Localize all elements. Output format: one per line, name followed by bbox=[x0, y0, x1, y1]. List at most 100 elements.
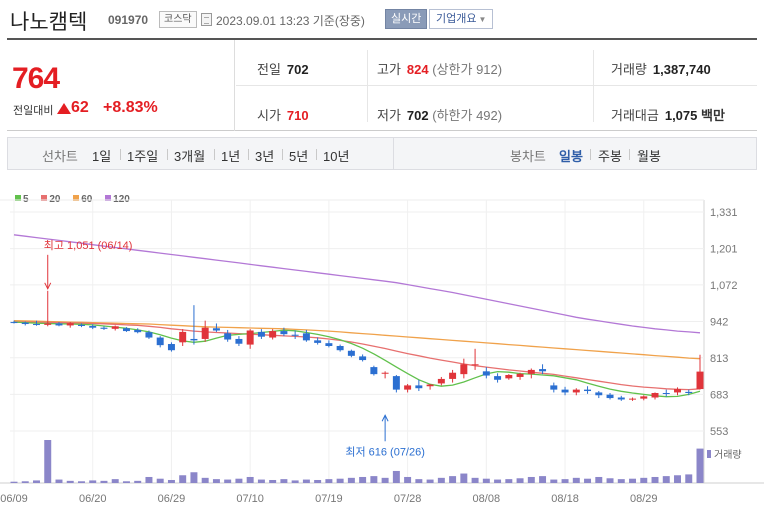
market-badge: 코스닥 bbox=[159, 11, 197, 28]
volume-bar bbox=[280, 479, 288, 483]
timestamp: 2023.09.01 13:23 기준(장중) bbox=[216, 14, 365, 28]
candle-chart-title: 봉차트 bbox=[510, 149, 546, 164]
volume-bar bbox=[134, 480, 142, 483]
volume-legend-swatch bbox=[707, 450, 711, 458]
prev-close-value: 702 bbox=[286, 62, 309, 77]
low-label: 저가 bbox=[377, 108, 401, 123]
volume-bar bbox=[370, 476, 378, 483]
x-tick-label: 06/09 bbox=[0, 493, 28, 505]
amount-value: 1,075 bbox=[664, 108, 698, 123]
y-tick-label: 1,201 bbox=[710, 244, 738, 256]
volume-bar bbox=[392, 470, 400, 483]
open-value: 710 bbox=[286, 108, 309, 123]
volume-bar bbox=[471, 477, 479, 483]
volume-bar bbox=[404, 476, 412, 483]
volume-bar bbox=[224, 479, 232, 483]
volume-bar bbox=[685, 474, 693, 483]
volume-bar bbox=[257, 479, 265, 483]
stock-name: 나노캠텍 bbox=[10, 11, 88, 34]
y-tick-label: 683 bbox=[710, 389, 728, 401]
candle-down bbox=[257, 331, 265, 337]
volume-label: 거래량 bbox=[611, 62, 647, 77]
candle-down bbox=[55, 323, 63, 326]
candle-up bbox=[674, 389, 681, 393]
chart-period-tabs: 선차트 1일 1주일 3개월 1년 3년 5년 10년 봉차트 일봉 주봉 월봉 bbox=[7, 137, 757, 170]
tab-weekly[interactable]: 주봉 bbox=[598, 149, 622, 164]
volume-bar bbox=[460, 473, 468, 483]
tab-separator bbox=[590, 149, 591, 160]
tab-1y[interactable]: 1년 bbox=[221, 149, 241, 164]
tab-10y[interactable]: 10년 bbox=[323, 149, 350, 164]
volume-bar bbox=[314, 479, 322, 483]
candle-down bbox=[617, 397, 625, 400]
candle-up bbox=[246, 330, 254, 345]
tab-separator bbox=[282, 149, 283, 160]
tab-separator bbox=[248, 149, 249, 160]
candle-down bbox=[224, 333, 232, 340]
candle-down bbox=[77, 324, 85, 327]
company-overview-button[interactable]: 기업개요 ▼ bbox=[429, 9, 494, 29]
candle-down bbox=[212, 328, 220, 331]
volume-bar bbox=[516, 478, 524, 483]
candle-down bbox=[145, 332, 153, 338]
candle-up bbox=[640, 396, 648, 399]
volume-bar bbox=[640, 477, 648, 483]
candle-down bbox=[280, 331, 288, 335]
candle-up bbox=[404, 385, 412, 390]
volume-bar bbox=[584, 478, 592, 483]
tab-separator bbox=[629, 149, 630, 160]
tab-1d[interactable]: 1일 bbox=[92, 149, 112, 164]
high-annotation: 최고 1,051 (06/14) bbox=[44, 239, 133, 252]
candlestick-chart[interactable]: 1,331 1,201 1,072 942 813 683 553 06/09 06/20 06/… bbox=[0, 180, 764, 515]
document-icon[interactable] bbox=[201, 13, 212, 26]
current-price-panel: 764 전일대비 62 +8.83% bbox=[7, 40, 235, 131]
volume-bar bbox=[156, 478, 164, 483]
volume-bar bbox=[21, 481, 29, 483]
volume-bar bbox=[696, 448, 704, 483]
tab-1w[interactable]: 1주일 bbox=[127, 149, 159, 164]
row-divider bbox=[236, 85, 757, 86]
volume-bar bbox=[505, 479, 513, 483]
candle-down bbox=[606, 394, 614, 399]
candle-up bbox=[505, 374, 513, 379]
amount-label: 거래대금 bbox=[611, 108, 659, 123]
volume-bar bbox=[482, 478, 490, 483]
tab-5y[interactable]: 5년 bbox=[289, 149, 309, 164]
candle-up bbox=[381, 372, 389, 374]
current-price: 764 bbox=[12, 62, 60, 95]
volume-bar bbox=[437, 477, 445, 483]
candle-down bbox=[415, 385, 423, 389]
volume-bar bbox=[201, 477, 209, 483]
tab-3y[interactable]: 3년 bbox=[255, 149, 275, 164]
column-divider bbox=[367, 50, 368, 122]
volume-bar bbox=[359, 476, 367, 483]
column-divider bbox=[593, 50, 594, 122]
x-tick-label: 08/29 bbox=[630, 493, 658, 505]
candle-up bbox=[201, 327, 209, 339]
low-value: 702 bbox=[406, 108, 429, 123]
volume-bar bbox=[55, 479, 63, 483]
volume-bar bbox=[246, 476, 254, 483]
volume-bar bbox=[100, 480, 108, 483]
prev-close-label: 전일 bbox=[257, 62, 281, 77]
tab-3m[interactable]: 3개월 bbox=[174, 149, 206, 164]
ma60-line bbox=[13, 320, 701, 360]
low-arrow-icon bbox=[381, 414, 389, 422]
candle-down bbox=[392, 376, 400, 390]
realtime-button[interactable]: 실시간 bbox=[385, 9, 428, 29]
stock-code: 091970 bbox=[108, 13, 149, 27]
low-annotation: 최저 616 (07/26) bbox=[345, 445, 425, 458]
candle-up bbox=[426, 384, 434, 387]
tab-separator bbox=[120, 149, 121, 160]
candle-down bbox=[482, 371, 490, 376]
volume-bar bbox=[381, 477, 389, 483]
high-label: 고가 bbox=[377, 62, 401, 77]
y-tick-label: 1,072 bbox=[710, 280, 738, 292]
tab-monthly[interactable]: 월봉 bbox=[637, 149, 661, 164]
candle-up bbox=[44, 323, 52, 325]
ma20-line bbox=[13, 321, 701, 391]
candle-up bbox=[179, 331, 187, 343]
tab-daily[interactable]: 일봉 bbox=[559, 149, 583, 164]
candle-up bbox=[460, 364, 468, 375]
volume-bar bbox=[606, 478, 614, 483]
